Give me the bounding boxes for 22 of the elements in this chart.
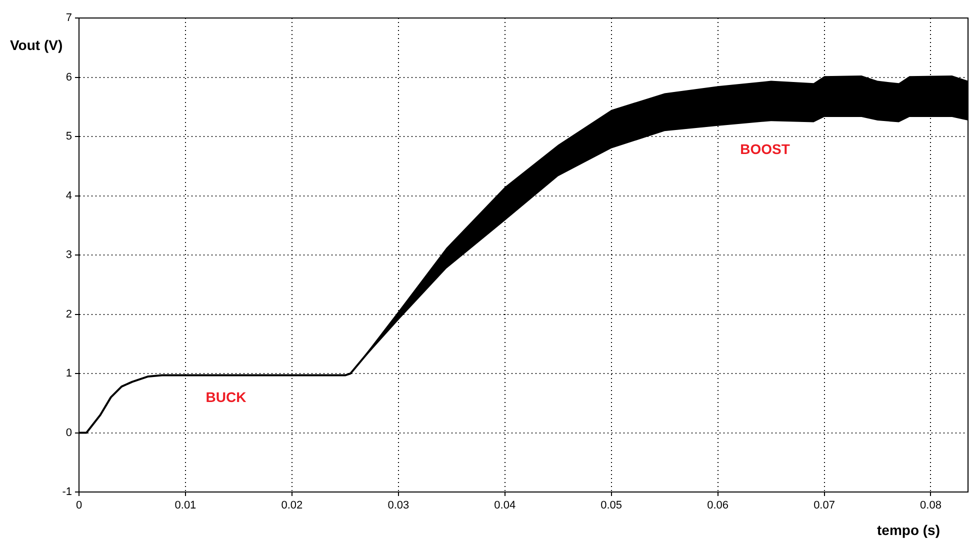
y-tick-label: 5 [66, 130, 72, 143]
x-axis-title: tempo (s) [877, 522, 940, 538]
x-tick-label: 0.04 [494, 500, 516, 512]
annotation: BOOST [740, 140, 790, 157]
y-tick-label: 0 [66, 426, 72, 439]
x-tick-label: 0.06 [707, 500, 729, 512]
y-tick-label: 1 [66, 368, 72, 380]
x-tick-label: 0 [76, 500, 82, 512]
y-tick-label: 4 [66, 190, 72, 202]
y-tick-label: 2 [66, 308, 72, 320]
x-tick-label: 0.03 [388, 500, 410, 512]
y-tick-label: -1 [62, 486, 72, 498]
y-tick-label: 6 [66, 71, 72, 84]
x-tick-label: 0.07 [814, 500, 835, 512]
y-axis-title: Vout (V) [10, 36, 63, 53]
x-tick-label: 0.08 [920, 500, 942, 512]
y-tick-label: 7 [66, 12, 72, 24]
x-tick-label: 0.05 [600, 500, 622, 512]
annotation: BUCK [206, 388, 246, 405]
x-tick-label: 0.01 [174, 500, 196, 512]
x-tick-label: 0.02 [281, 500, 303, 512]
y-tick-label: 3 [66, 249, 72, 262]
